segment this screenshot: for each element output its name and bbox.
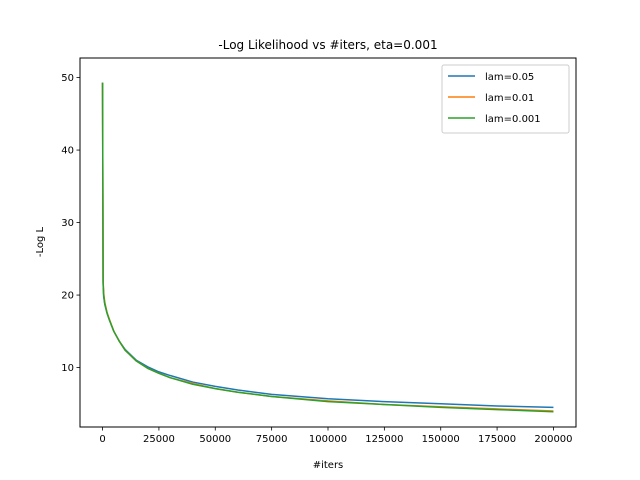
x-tick-label-3: 75000 xyxy=(256,434,288,445)
y-axis-label: -Log L xyxy=(35,226,46,257)
x-tick-label-2: 50000 xyxy=(199,434,231,445)
chart-title: -Log Likelihood vs #iters, eta=0.001 xyxy=(218,38,437,52)
legend-label-2: lam=0.001 xyxy=(485,114,541,125)
y-tick-label-0: 10 xyxy=(61,363,74,374)
x-axis-label: #iters xyxy=(313,460,344,471)
x-tick-label-4: 100000 xyxy=(309,434,347,445)
legend: lam=0.05 lam=0.01 lam=0.001 xyxy=(441,64,570,134)
legend-label-1: lam=0.01 xyxy=(485,93,534,104)
x-tick-label-7: 175000 xyxy=(478,434,516,445)
y-tick-label-2: 30 xyxy=(61,218,74,229)
series-layer xyxy=(101,82,554,413)
series-line-2 xyxy=(101,82,554,413)
y-tick-label-3: 40 xyxy=(61,146,74,157)
legend-box xyxy=(441,64,570,134)
x-axis: 0 25000 50000 75000 100000 125000 150000 175000… xyxy=(99,427,573,445)
x-tick-label-8: 200000 xyxy=(534,434,572,445)
y-tick-label-1: 20 xyxy=(61,291,74,302)
legend-label-0: lam=0.05 xyxy=(485,72,534,83)
y-tick-label-4: 50 xyxy=(61,73,74,84)
x-tick-label-0: 0 xyxy=(99,434,105,445)
x-tick-label-6: 150000 xyxy=(422,434,460,445)
y-axis: 10 20 30 40 50 xyxy=(61,73,80,374)
x-tick-label-5: 125000 xyxy=(365,434,403,445)
x-tick-label-1: 25000 xyxy=(143,434,175,445)
